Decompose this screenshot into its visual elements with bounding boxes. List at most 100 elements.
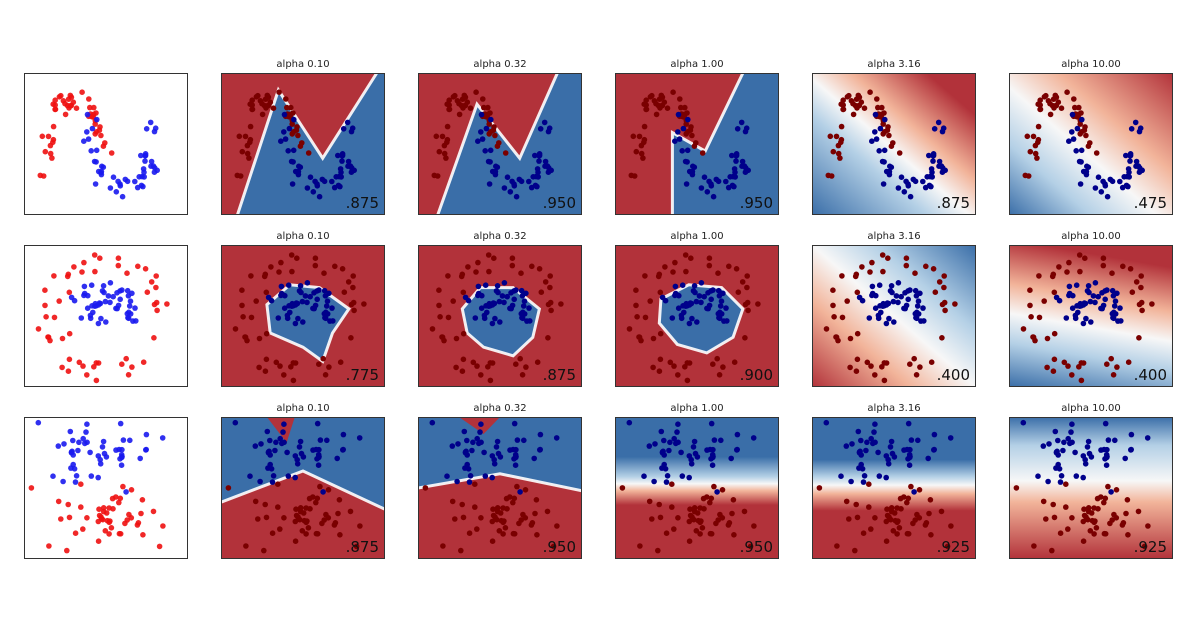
data-point bbox=[473, 269, 479, 275]
data-point bbox=[345, 158, 352, 165]
data-point bbox=[43, 314, 49, 320]
data-point bbox=[859, 297, 866, 304]
data-point bbox=[1083, 516, 1090, 522]
data-point bbox=[861, 473, 868, 479]
data-point bbox=[1050, 368, 1057, 375]
data-point bbox=[105, 293, 112, 299]
data-point bbox=[497, 319, 503, 325]
data-point bbox=[55, 443, 62, 449]
data-point bbox=[646, 498, 653, 505]
data-point bbox=[128, 515, 135, 521]
data-point bbox=[496, 528, 503, 534]
data-point bbox=[314, 495, 321, 502]
data-point bbox=[545, 169, 552, 175]
data-point bbox=[532, 182, 539, 189]
data-point bbox=[823, 419, 830, 426]
data-point bbox=[701, 174, 708, 180]
data-point bbox=[289, 303, 295, 310]
data-point bbox=[143, 447, 149, 453]
data-point bbox=[633, 287, 639, 294]
data-point bbox=[80, 435, 86, 442]
data-point bbox=[745, 307, 751, 314]
data-point bbox=[510, 446, 516, 453]
data-point bbox=[317, 437, 324, 443]
data-point bbox=[881, 377, 888, 384]
data-point bbox=[641, 123, 648, 130]
data-point bbox=[926, 510, 932, 517]
data-point bbox=[1132, 119, 1139, 126]
data-point bbox=[289, 181, 296, 187]
data-point bbox=[915, 298, 922, 305]
data-point bbox=[679, 282, 686, 289]
data-point bbox=[707, 446, 713, 453]
data-point bbox=[935, 119, 942, 126]
data-point bbox=[429, 419, 436, 426]
data-point bbox=[504, 174, 511, 180]
data-point bbox=[153, 273, 159, 279]
data-point bbox=[305, 525, 312, 531]
data-point bbox=[138, 152, 144, 159]
data-point bbox=[626, 419, 633, 426]
data-point bbox=[886, 132, 892, 139]
panel-title: alpha 0.10 bbox=[276, 59, 329, 70]
decision-boundary bbox=[221, 469, 385, 511]
data-point bbox=[133, 318, 139, 324]
data-point bbox=[247, 123, 254, 130]
data-point bbox=[252, 443, 259, 449]
data-point bbox=[93, 377, 100, 384]
data-point bbox=[637, 543, 643, 549]
data-point bbox=[1073, 148, 1079, 154]
data-point bbox=[890, 298, 897, 305]
data-point bbox=[641, 136, 648, 143]
data-point bbox=[864, 359, 871, 366]
data-point bbox=[444, 473, 450, 480]
data-point bbox=[675, 129, 681, 135]
data-point bbox=[833, 133, 840, 140]
data-point bbox=[294, 456, 301, 463]
data-point bbox=[117, 296, 123, 303]
data-point bbox=[1149, 301, 1155, 307]
data-point bbox=[497, 454, 504, 460]
data-point bbox=[855, 428, 862, 435]
data-point bbox=[843, 443, 850, 449]
data-point bbox=[119, 287, 125, 293]
panel-title: alpha 3.16 bbox=[867, 59, 920, 70]
data-point bbox=[127, 437, 133, 444]
data-point bbox=[1138, 299, 1145, 306]
data-point bbox=[316, 361, 322, 368]
data-point bbox=[519, 372, 526, 378]
data-point bbox=[486, 181, 493, 187]
data-point bbox=[445, 273, 451, 279]
data-point bbox=[710, 361, 716, 368]
data-point bbox=[284, 312, 291, 319]
data-point bbox=[450, 298, 457, 304]
data-point bbox=[866, 504, 872, 510]
data-point bbox=[42, 287, 48, 294]
data-point bbox=[714, 355, 720, 362]
data-point bbox=[334, 455, 341, 462]
data-point bbox=[888, 438, 895, 445]
decision-region bbox=[1009, 245, 1173, 387]
data-point bbox=[262, 271, 269, 278]
data-point bbox=[444, 136, 451, 143]
data-point bbox=[295, 132, 301, 139]
data-point bbox=[685, 116, 691, 123]
data-point bbox=[312, 178, 318, 185]
data-point bbox=[284, 104, 290, 111]
data-point bbox=[487, 147, 494, 154]
data-point bbox=[499, 293, 506, 299]
data-point bbox=[744, 284, 750, 291]
data-point bbox=[678, 312, 685, 319]
data-point bbox=[335, 182, 342, 189]
data-point bbox=[923, 263, 929, 270]
data-point bbox=[1088, 510, 1095, 516]
data-point bbox=[58, 92, 64, 99]
data-point bbox=[298, 289, 304, 296]
data-point bbox=[733, 158, 739, 164]
data-point bbox=[742, 335, 748, 341]
data-point bbox=[276, 269, 282, 275]
data-point bbox=[491, 255, 497, 261]
plot-frame bbox=[221, 73, 385, 215]
data-point bbox=[1040, 443, 1047, 449]
data-point bbox=[97, 456, 103, 463]
